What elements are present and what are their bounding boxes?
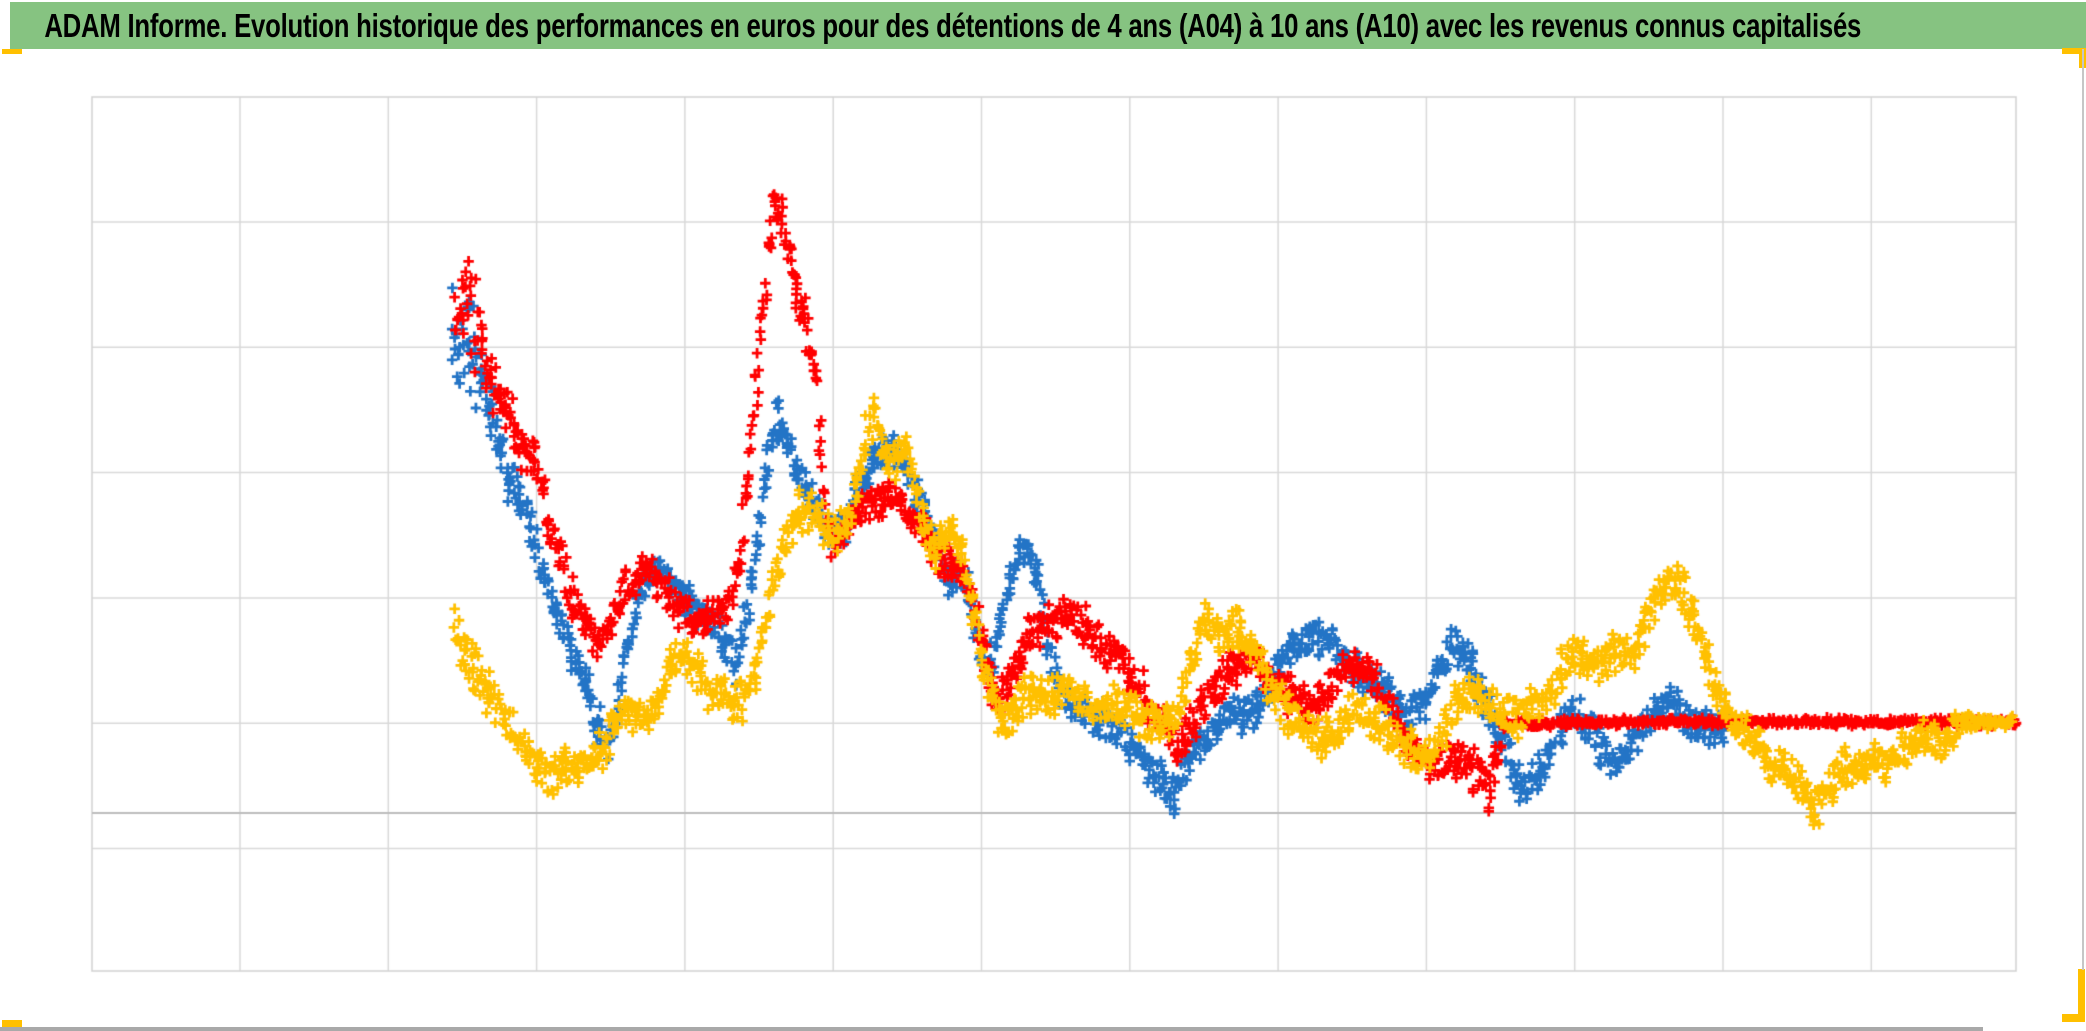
title-bar: ADAM Informe. Evolution historique des p… — [10, 2, 2086, 49]
corner-mark-top-left — [2, 49, 22, 54]
corner-mark-bottom-right-vertical — [2078, 969, 2085, 1022]
corner-mark-bottom-left — [2, 1020, 22, 1029]
page-title: ADAM Informe. Evolution historique des p… — [44, 7, 1862, 44]
bottom-strip — [0, 1027, 1983, 1031]
corner-mark-top-right-horizontal — [2062, 48, 2086, 54]
corner-mark-bottom-right-horizontal — [2062, 1014, 2085, 1022]
window-right-edge — [2082, 49, 2084, 970]
